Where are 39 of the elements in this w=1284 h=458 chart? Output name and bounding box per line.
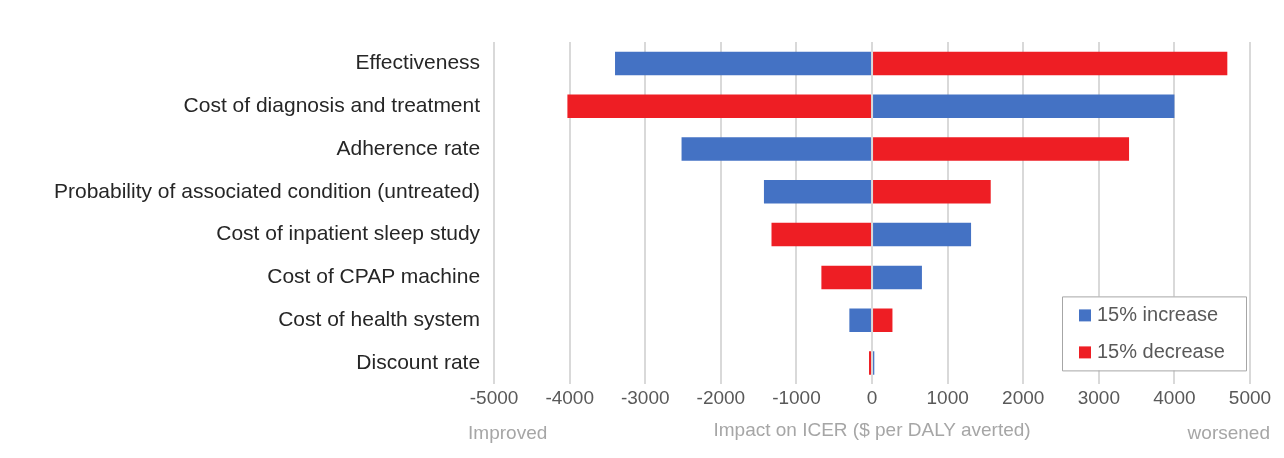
bar: [681, 137, 872, 161]
bar: [873, 308, 893, 332]
y-tick-label: Adherence rate: [336, 135, 481, 159]
bar: [771, 222, 872, 247]
text: worsened: [1186, 422, 1270, 444]
bar: [873, 51, 1228, 76]
x-tick-label: 1000: [926, 387, 969, 409]
x-tick-label: 3000: [1077, 387, 1120, 409]
x-axis-title: Impact on ICER ($ per DALY averted): [713, 418, 1031, 440]
y-tick-label: Cost of health system: [278, 307, 481, 330]
bar: [869, 351, 872, 375]
y-tick-label: Cost of diagnosis and treatment: [183, 93, 481, 116]
x-tick-label: -3000: [620, 387, 670, 409]
bar: [567, 94, 872, 118]
x-tick-label: 2000: [1002, 387, 1045, 409]
x-tick-label: 0: [866, 387, 878, 409]
x-tick-label: 5000: [1228, 387, 1272, 409]
bar: [873, 222, 972, 247]
y-tick-label: Cost of inpatient sleep study: [216, 221, 481, 245]
bar: [873, 137, 1130, 161]
bar: [849, 308, 872, 332]
x-tick-label: -5000: [469, 387, 519, 409]
legend-label: 15% increase: [1097, 302, 1219, 325]
x-tick-label: -4000: [545, 387, 594, 409]
bar: [615, 51, 872, 76]
bar: [873, 265, 922, 290]
x-tick-label: -1000: [772, 387, 821, 409]
y-tick-label: Discount rate: [356, 349, 481, 373]
y-tick-label: Cost of CPAP machine: [267, 264, 481, 288]
legend-label: 15% decrease: [1097, 339, 1225, 362]
x-tick-label: -2000: [696, 387, 746, 409]
text: Improved: [468, 422, 548, 444]
bar: [821, 265, 872, 290]
bar: [873, 94, 1175, 118]
bar: [763, 180, 872, 204]
bar: [873, 180, 991, 204]
y-tick-label: Effectiveness: [355, 50, 481, 74]
y-tick-label: Probability of associated condition (untreated): [53, 178, 481, 202]
x-tick-label: 4000: [1153, 387, 1196, 409]
